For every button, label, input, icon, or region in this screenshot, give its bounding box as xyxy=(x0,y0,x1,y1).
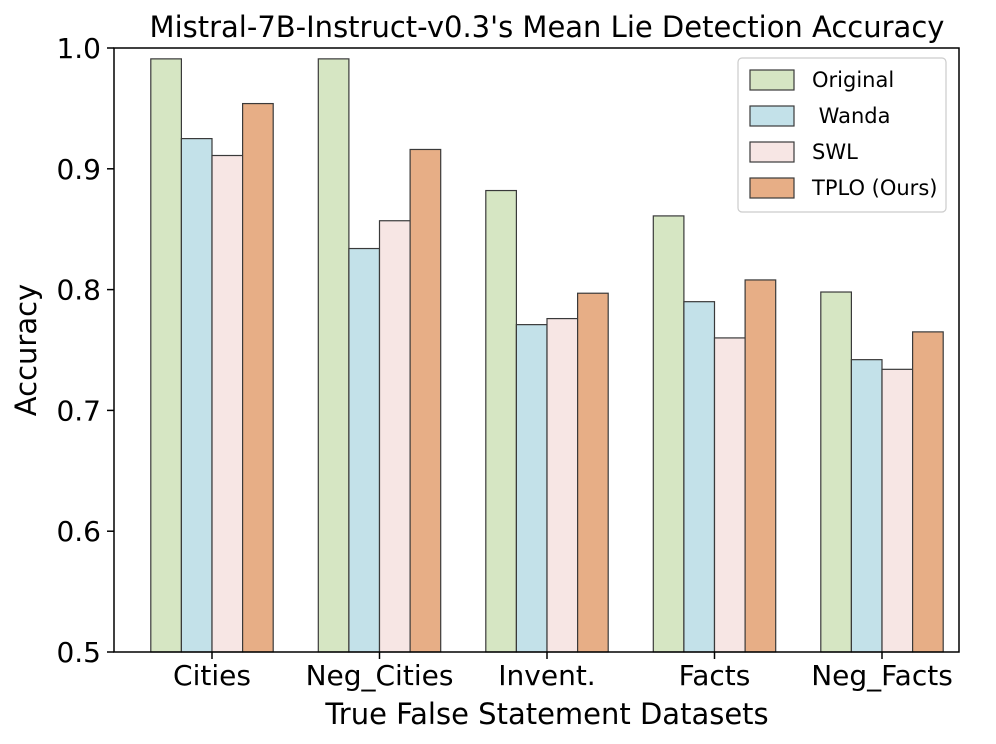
bar-wanda-neg-cities xyxy=(348,247,381,653)
x-axis: Cities Neg_Cities Invent. Facts Neg_Facts xyxy=(173,652,953,692)
bar-wanda-neg-facts xyxy=(850,359,883,653)
bar-wanda-invent- xyxy=(515,324,548,653)
bar-swl-neg-facts xyxy=(881,368,914,653)
bar-tplo-ours--cities xyxy=(242,102,274,653)
bar-tplo-ours--neg-cities xyxy=(409,148,442,653)
legend-label: Wanda xyxy=(812,104,890,128)
x-tick-label: Facts xyxy=(679,659,751,692)
bar-original-neg-cities xyxy=(317,58,350,653)
x-tick-label: Invent. xyxy=(498,659,595,692)
legend-swatch xyxy=(749,177,795,199)
bar-swl-facts xyxy=(713,337,746,653)
y-tick-label: 0.8 xyxy=(56,274,101,307)
bar-wanda-cities xyxy=(180,138,213,653)
bar-tplo-ours--facts xyxy=(744,279,777,653)
x-tick-label: Neg_Cities xyxy=(306,659,454,692)
legend-swatch xyxy=(749,105,795,127)
bar-original-invent- xyxy=(485,189,517,653)
legend-label: Original xyxy=(812,68,894,92)
bar-original-cities xyxy=(150,58,183,653)
bar-wanda-facts xyxy=(683,301,716,653)
legend-swatch xyxy=(749,69,795,91)
y-tick-label: 1.0 xyxy=(56,32,101,65)
bar-tplo-ours--neg-facts xyxy=(911,331,944,653)
bar-swl-neg-cities xyxy=(378,220,411,653)
bar-original-neg-facts xyxy=(820,291,852,653)
x-tick-label: Neg_Facts xyxy=(811,659,953,692)
bar-original-facts xyxy=(652,215,685,653)
y-tick-label: 0.6 xyxy=(56,515,101,548)
bars-layer xyxy=(150,58,944,653)
x-axis-label: True False Statement Datasets xyxy=(324,697,768,731)
legend-swatch xyxy=(749,141,795,163)
legend-label: TPLO (Ours) xyxy=(811,176,937,200)
bar-tplo-ours--invent- xyxy=(576,292,609,653)
legend-items: Original Wanda SWL TPLO (Ours) xyxy=(749,68,937,200)
legend-box xyxy=(737,57,947,213)
y-tick-label: 0.9 xyxy=(56,153,101,186)
legend: Original Wanda SWL TPLO (Ours) xyxy=(737,57,947,213)
legend-label: SWL xyxy=(812,140,858,164)
y-tick-label: 0.7 xyxy=(56,394,101,427)
y-axis-label: Accuracy xyxy=(9,284,43,416)
plot-frame xyxy=(113,47,960,653)
chart-title: Mistral-7B-Instruct-v0.3's Mean Lie Dete… xyxy=(150,10,945,44)
bar-swl-cities xyxy=(211,154,244,653)
x-tick-label: Cities xyxy=(173,659,251,692)
y-axis: 0.5 0.6 0.7 0.8 0.9 1.0 xyxy=(56,32,114,669)
bar-swl-invent- xyxy=(546,317,579,653)
y-tick-label: 0.5 xyxy=(56,636,101,669)
